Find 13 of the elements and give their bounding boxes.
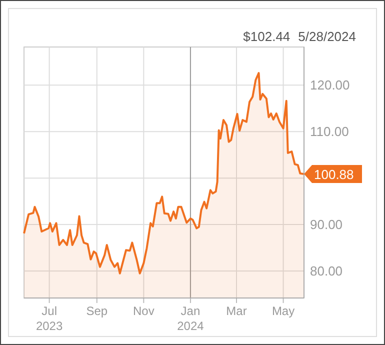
x-tick-label: May	[272, 304, 295, 318]
x-tick-label: Nov	[133, 304, 154, 318]
y-tick-label: 120.00	[310, 78, 350, 93]
annotation: 100.88	[314, 166, 354, 182]
y-tick-label: 90.00	[310, 217, 343, 232]
y-tick-label: 80.00	[310, 264, 343, 279]
y-tick-label: 110.00	[310, 124, 349, 140]
text: 5/28/2024	[298, 29, 356, 44]
x-tick-label: Jan 2024	[177, 304, 204, 333]
text: $102.44	[243, 29, 290, 44]
x-tick-label: Mar	[226, 304, 247, 318]
x-tick-label: Sep	[86, 304, 108, 318]
x-tick-label: Jul 2023	[36, 304, 63, 333]
